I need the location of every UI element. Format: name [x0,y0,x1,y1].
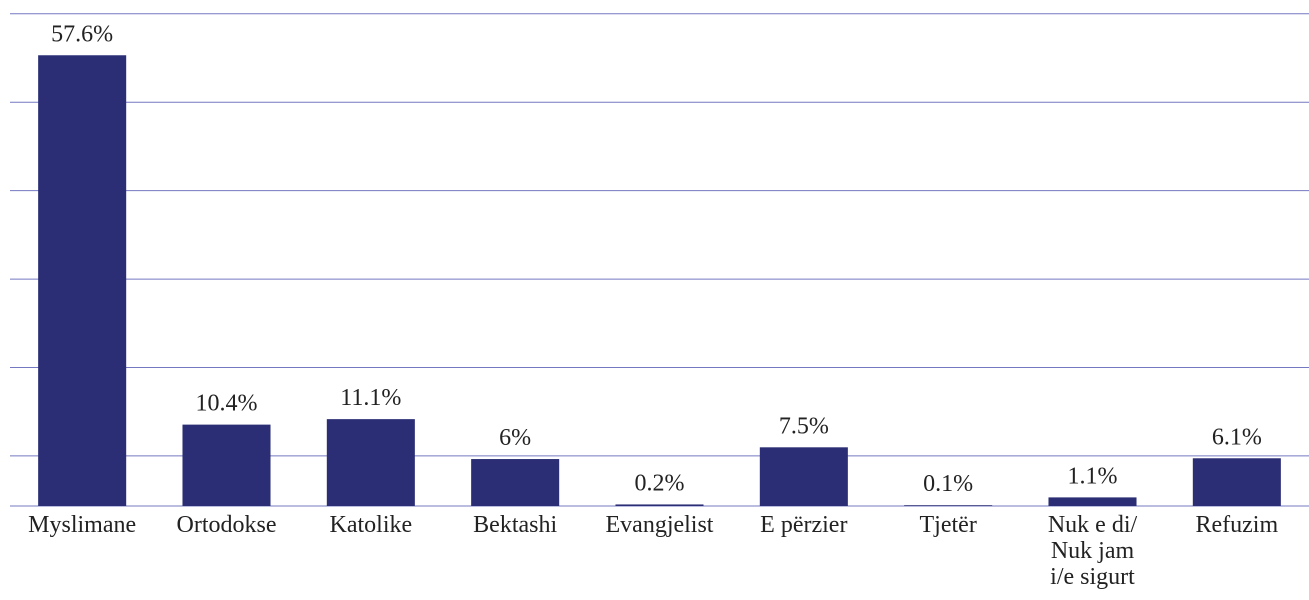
value-label: 0.1% [923,471,973,497]
x-tick-label: Bektashi [473,512,558,538]
value-label: 10.4% [196,391,258,417]
value-label: 57.6% [51,21,113,47]
x-tick-label: Refuzim [1195,512,1279,538]
value-label: 6% [499,425,531,451]
bar [471,459,560,506]
value-label: 0.2% [635,470,685,496]
x-tick-label: Evangjelist [605,512,714,538]
bar [759,447,848,506]
x-tick-label: Ortodokse [176,512,277,538]
value-label: 1.1% [1068,463,1118,489]
bar [615,504,704,506]
bar [1192,458,1281,506]
value-label: 7.5% [779,413,829,439]
bar [326,419,415,506]
x-tick-label: Tjetër [919,512,977,538]
value-label: 6.1% [1212,424,1262,450]
value-label: 11.1% [340,385,401,411]
bar [182,424,271,506]
x-tick-label: Myslimane [28,512,137,538]
bar [1048,497,1137,506]
x-tick-label: Katolike [329,512,413,538]
x-tick-label: E përzier [760,512,848,538]
bar [904,505,993,506]
bar [38,55,127,506]
x-tick-label: Nuk e di/ Nuk jam i/e sigurt [1047,512,1138,590]
